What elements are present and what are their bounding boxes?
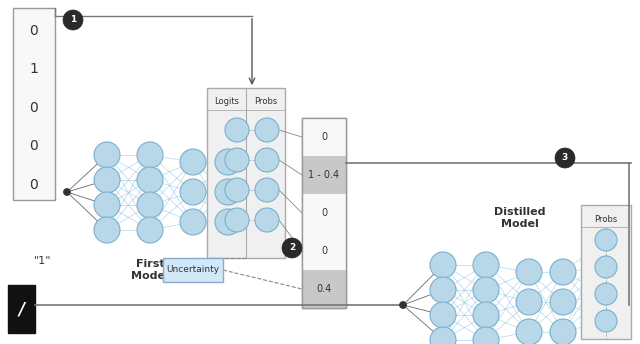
Circle shape (255, 208, 279, 232)
Circle shape (180, 149, 206, 175)
Circle shape (595, 283, 617, 305)
Bar (302, 156, 346, 194)
Text: 0: 0 (29, 24, 38, 38)
Circle shape (215, 209, 241, 235)
Text: /: / (19, 300, 24, 318)
Circle shape (550, 319, 576, 344)
Bar (302, 118, 346, 308)
Bar (8, 285, 35, 333)
Bar (302, 232, 346, 270)
Text: 1: 1 (70, 15, 76, 24)
Circle shape (180, 209, 206, 235)
Bar (207, 88, 285, 258)
Text: First
Model: First Model (131, 259, 169, 281)
Text: 1 - 0.4: 1 - 0.4 (308, 170, 340, 180)
Bar (302, 118, 346, 308)
Circle shape (430, 277, 456, 303)
Circle shape (430, 252, 456, 278)
Text: 3: 3 (562, 153, 568, 162)
Bar (581, 205, 631, 339)
Circle shape (550, 289, 576, 315)
Text: 0: 0 (29, 178, 38, 192)
Circle shape (94, 192, 120, 218)
Circle shape (225, 118, 249, 142)
Circle shape (63, 189, 70, 195)
Circle shape (94, 142, 120, 168)
Circle shape (516, 259, 542, 285)
Circle shape (430, 327, 456, 344)
Circle shape (137, 217, 163, 243)
Text: 1: 1 (29, 63, 38, 76)
Circle shape (282, 238, 302, 258)
Circle shape (255, 178, 279, 202)
Circle shape (516, 289, 542, 315)
Text: 2: 2 (289, 244, 295, 252)
Circle shape (473, 252, 499, 278)
Text: 0: 0 (29, 101, 38, 115)
Text: Probs: Probs (254, 97, 277, 107)
Circle shape (516, 319, 542, 344)
Circle shape (215, 179, 241, 205)
Circle shape (180, 179, 206, 205)
Circle shape (63, 10, 83, 30)
Text: Uncertainty: Uncertainty (166, 266, 220, 275)
Circle shape (225, 208, 249, 232)
Bar (13, 8, 55, 200)
Circle shape (473, 302, 499, 328)
Circle shape (555, 148, 575, 168)
Text: 0: 0 (321, 246, 327, 256)
Text: "1": "1" (35, 256, 52, 266)
Bar (163, 258, 223, 282)
Circle shape (94, 217, 120, 243)
Circle shape (255, 118, 279, 142)
Circle shape (255, 148, 279, 172)
Circle shape (595, 310, 617, 332)
Bar (302, 118, 346, 156)
Circle shape (225, 148, 249, 172)
Circle shape (595, 229, 617, 251)
Circle shape (595, 256, 617, 278)
Circle shape (473, 277, 499, 303)
Circle shape (137, 192, 163, 218)
Text: Distilled
Model: Distilled Model (494, 207, 546, 229)
Circle shape (94, 167, 120, 193)
Text: 0: 0 (29, 139, 38, 153)
Text: 0.4: 0.4 (316, 284, 332, 294)
Text: Logits: Logits (214, 97, 239, 107)
Text: 0: 0 (321, 132, 327, 142)
Circle shape (137, 167, 163, 193)
Circle shape (137, 142, 163, 168)
Circle shape (473, 327, 499, 344)
Text: 0: 0 (321, 208, 327, 218)
Circle shape (399, 301, 406, 309)
Circle shape (225, 178, 249, 202)
Circle shape (430, 302, 456, 328)
Circle shape (215, 149, 241, 175)
Circle shape (550, 259, 576, 285)
Bar (302, 194, 346, 232)
Bar (302, 270, 346, 308)
Text: Probs: Probs (595, 215, 618, 224)
